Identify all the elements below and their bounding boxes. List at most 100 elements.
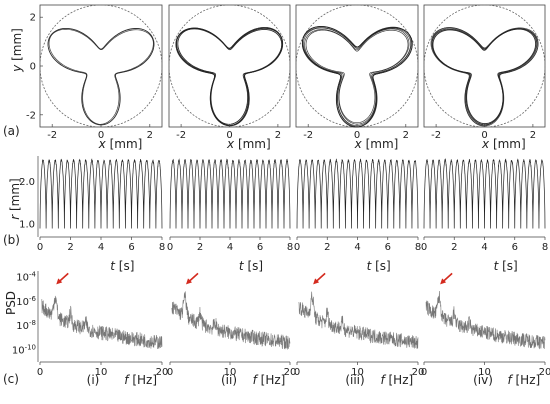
col-label-iv: (iv) xyxy=(473,373,493,387)
trajectory-loop xyxy=(432,28,536,124)
trajectory-loop xyxy=(432,28,537,125)
x-tick-label: 4 xyxy=(481,242,487,253)
trajectory-loop xyxy=(431,28,538,126)
x-axis-label: t [s] xyxy=(367,259,391,273)
x-axis-label: t [s] xyxy=(494,259,518,273)
r-time-series xyxy=(39,158,163,229)
x-tick-label: 4 xyxy=(354,242,360,253)
boundary-circle xyxy=(295,4,419,128)
trajectory-loop xyxy=(304,28,410,125)
panel-a-iii: -2 0 2 x [mm] xyxy=(295,4,419,151)
row-c-ylabel: PSD xyxy=(4,291,18,315)
row-label-c: (c) xyxy=(3,372,19,386)
panel-c-ii: 0 10 20f [Hz] xyxy=(167,272,297,387)
panel-a-ii: -2 0 2 x [mm] xyxy=(168,4,291,151)
x-axis-label: t [s] xyxy=(110,259,134,273)
x-tick-label: 2 xyxy=(275,130,281,141)
x-tick-label: 8 xyxy=(159,242,165,253)
r-time-series xyxy=(296,158,419,229)
trajectory-loop xyxy=(305,29,409,124)
peak-arrow-head xyxy=(440,278,447,285)
x-tick-label: 2 xyxy=(403,130,409,141)
x-tick-label: 10 xyxy=(224,367,237,378)
trajectory-loop xyxy=(302,25,413,128)
x-tick-label: 10 xyxy=(478,367,491,378)
psd-spectrum xyxy=(41,295,163,350)
y-tick-label: 2.0 xyxy=(19,177,35,188)
y-tick-label: 0 xyxy=(30,62,36,73)
psd-spectrum xyxy=(171,291,291,350)
x-axis-label: x [mm] xyxy=(481,137,526,151)
y-tick-label: -2 xyxy=(26,110,36,121)
trajectory-loop xyxy=(48,27,155,125)
y-tick-label: 2 xyxy=(30,13,36,24)
psd-spectrum xyxy=(298,291,419,350)
col-label-iii: (iii) xyxy=(345,373,364,387)
col-label-i: (i) xyxy=(87,373,100,387)
x-tick-label: 6 xyxy=(385,242,391,253)
trajectory-loop xyxy=(431,28,537,125)
x-tick-label: 6 xyxy=(257,242,263,253)
x-tick-label: 2 xyxy=(197,242,203,253)
x-tick-label: 8 xyxy=(415,242,421,253)
y-tick-label: 10-6 xyxy=(16,295,36,308)
x-tick-label: -2 xyxy=(176,130,186,141)
panel-c-i: 0 10 20 10-4 10-6 10-8 10-10 f [Hz] xyxy=(12,271,169,387)
y-tick-label: 10-10 xyxy=(12,343,36,356)
x-tick-label: 20 xyxy=(284,367,297,378)
x-tick-label: -2 xyxy=(303,130,313,141)
row-b-ylabel: r [mm] xyxy=(8,178,22,220)
x-tick-label: 0 xyxy=(226,130,232,141)
x-axis-label: f [Hz] xyxy=(507,373,540,387)
x-tick-label: 0 xyxy=(354,130,360,141)
panel-b-iii: 0 2 4 6 8 t [s] xyxy=(294,158,421,273)
peak-arrow-head xyxy=(186,278,192,285)
x-tick-label: 20 xyxy=(156,367,169,378)
panel-b-iv: 0 2 4 6 8 t [s] xyxy=(421,158,548,273)
row-label-b: (b) xyxy=(3,233,20,247)
trajectory-loop xyxy=(301,26,412,127)
x-tick-label: 4 xyxy=(98,242,104,253)
trajectory-loop xyxy=(175,27,283,126)
psd-spectrum xyxy=(425,291,546,350)
x-axis-label: x [mm] xyxy=(98,137,143,151)
r-time-series xyxy=(423,158,546,229)
x-tick-label: -2 xyxy=(431,130,441,141)
r-time-series xyxy=(169,158,291,229)
panel-a-i: -2 0 2 2 0 -2 x [mm] xyxy=(26,4,163,151)
x-axis-label: x [mm] xyxy=(354,137,399,151)
trajectory-loop xyxy=(431,27,539,126)
x-tick-label: 2 xyxy=(147,130,153,141)
x-tick-label: 2 xyxy=(530,130,536,141)
x-tick-label: -2 xyxy=(47,130,57,141)
x-axis-label: f [Hz] xyxy=(253,373,286,387)
peak-arrow-head xyxy=(313,278,320,285)
x-tick-label: 20 xyxy=(539,367,550,378)
x-tick-label: 0 xyxy=(294,242,300,253)
x-tick-label: 0 xyxy=(421,367,427,378)
x-axis-label: f [Hz] xyxy=(124,373,157,387)
x-tick-label: 0 xyxy=(37,367,43,378)
panel-c-iv: 0 10 20f [Hz] xyxy=(421,272,550,387)
col-label-ii: (ii) xyxy=(221,373,237,387)
x-tick-label: 0 xyxy=(37,242,43,253)
x-tick-label: 2 xyxy=(324,242,330,253)
boundary-circle xyxy=(39,4,163,128)
trajectory-loop xyxy=(303,27,412,126)
x-tick-label: 20 xyxy=(412,367,425,378)
y-tick-label: 1.0 xyxy=(19,220,35,231)
x-tick-label: 2 xyxy=(67,242,73,253)
trajectory-loop xyxy=(177,28,283,125)
x-tick-label: 0 xyxy=(167,242,173,253)
trajectory-loop xyxy=(301,26,413,128)
panel-a-iv: -2 0 2 x [mm] xyxy=(423,4,546,151)
x-axis-label: f [Hz] xyxy=(380,373,413,387)
x-axis-label: x [mm] xyxy=(226,137,271,151)
frame xyxy=(423,4,546,128)
trajectory-loop xyxy=(176,27,283,126)
x-tick-label: 4 xyxy=(227,242,233,253)
frame xyxy=(168,4,291,128)
x-tick-label: 8 xyxy=(287,242,293,253)
peak-arrow-head xyxy=(56,278,63,285)
